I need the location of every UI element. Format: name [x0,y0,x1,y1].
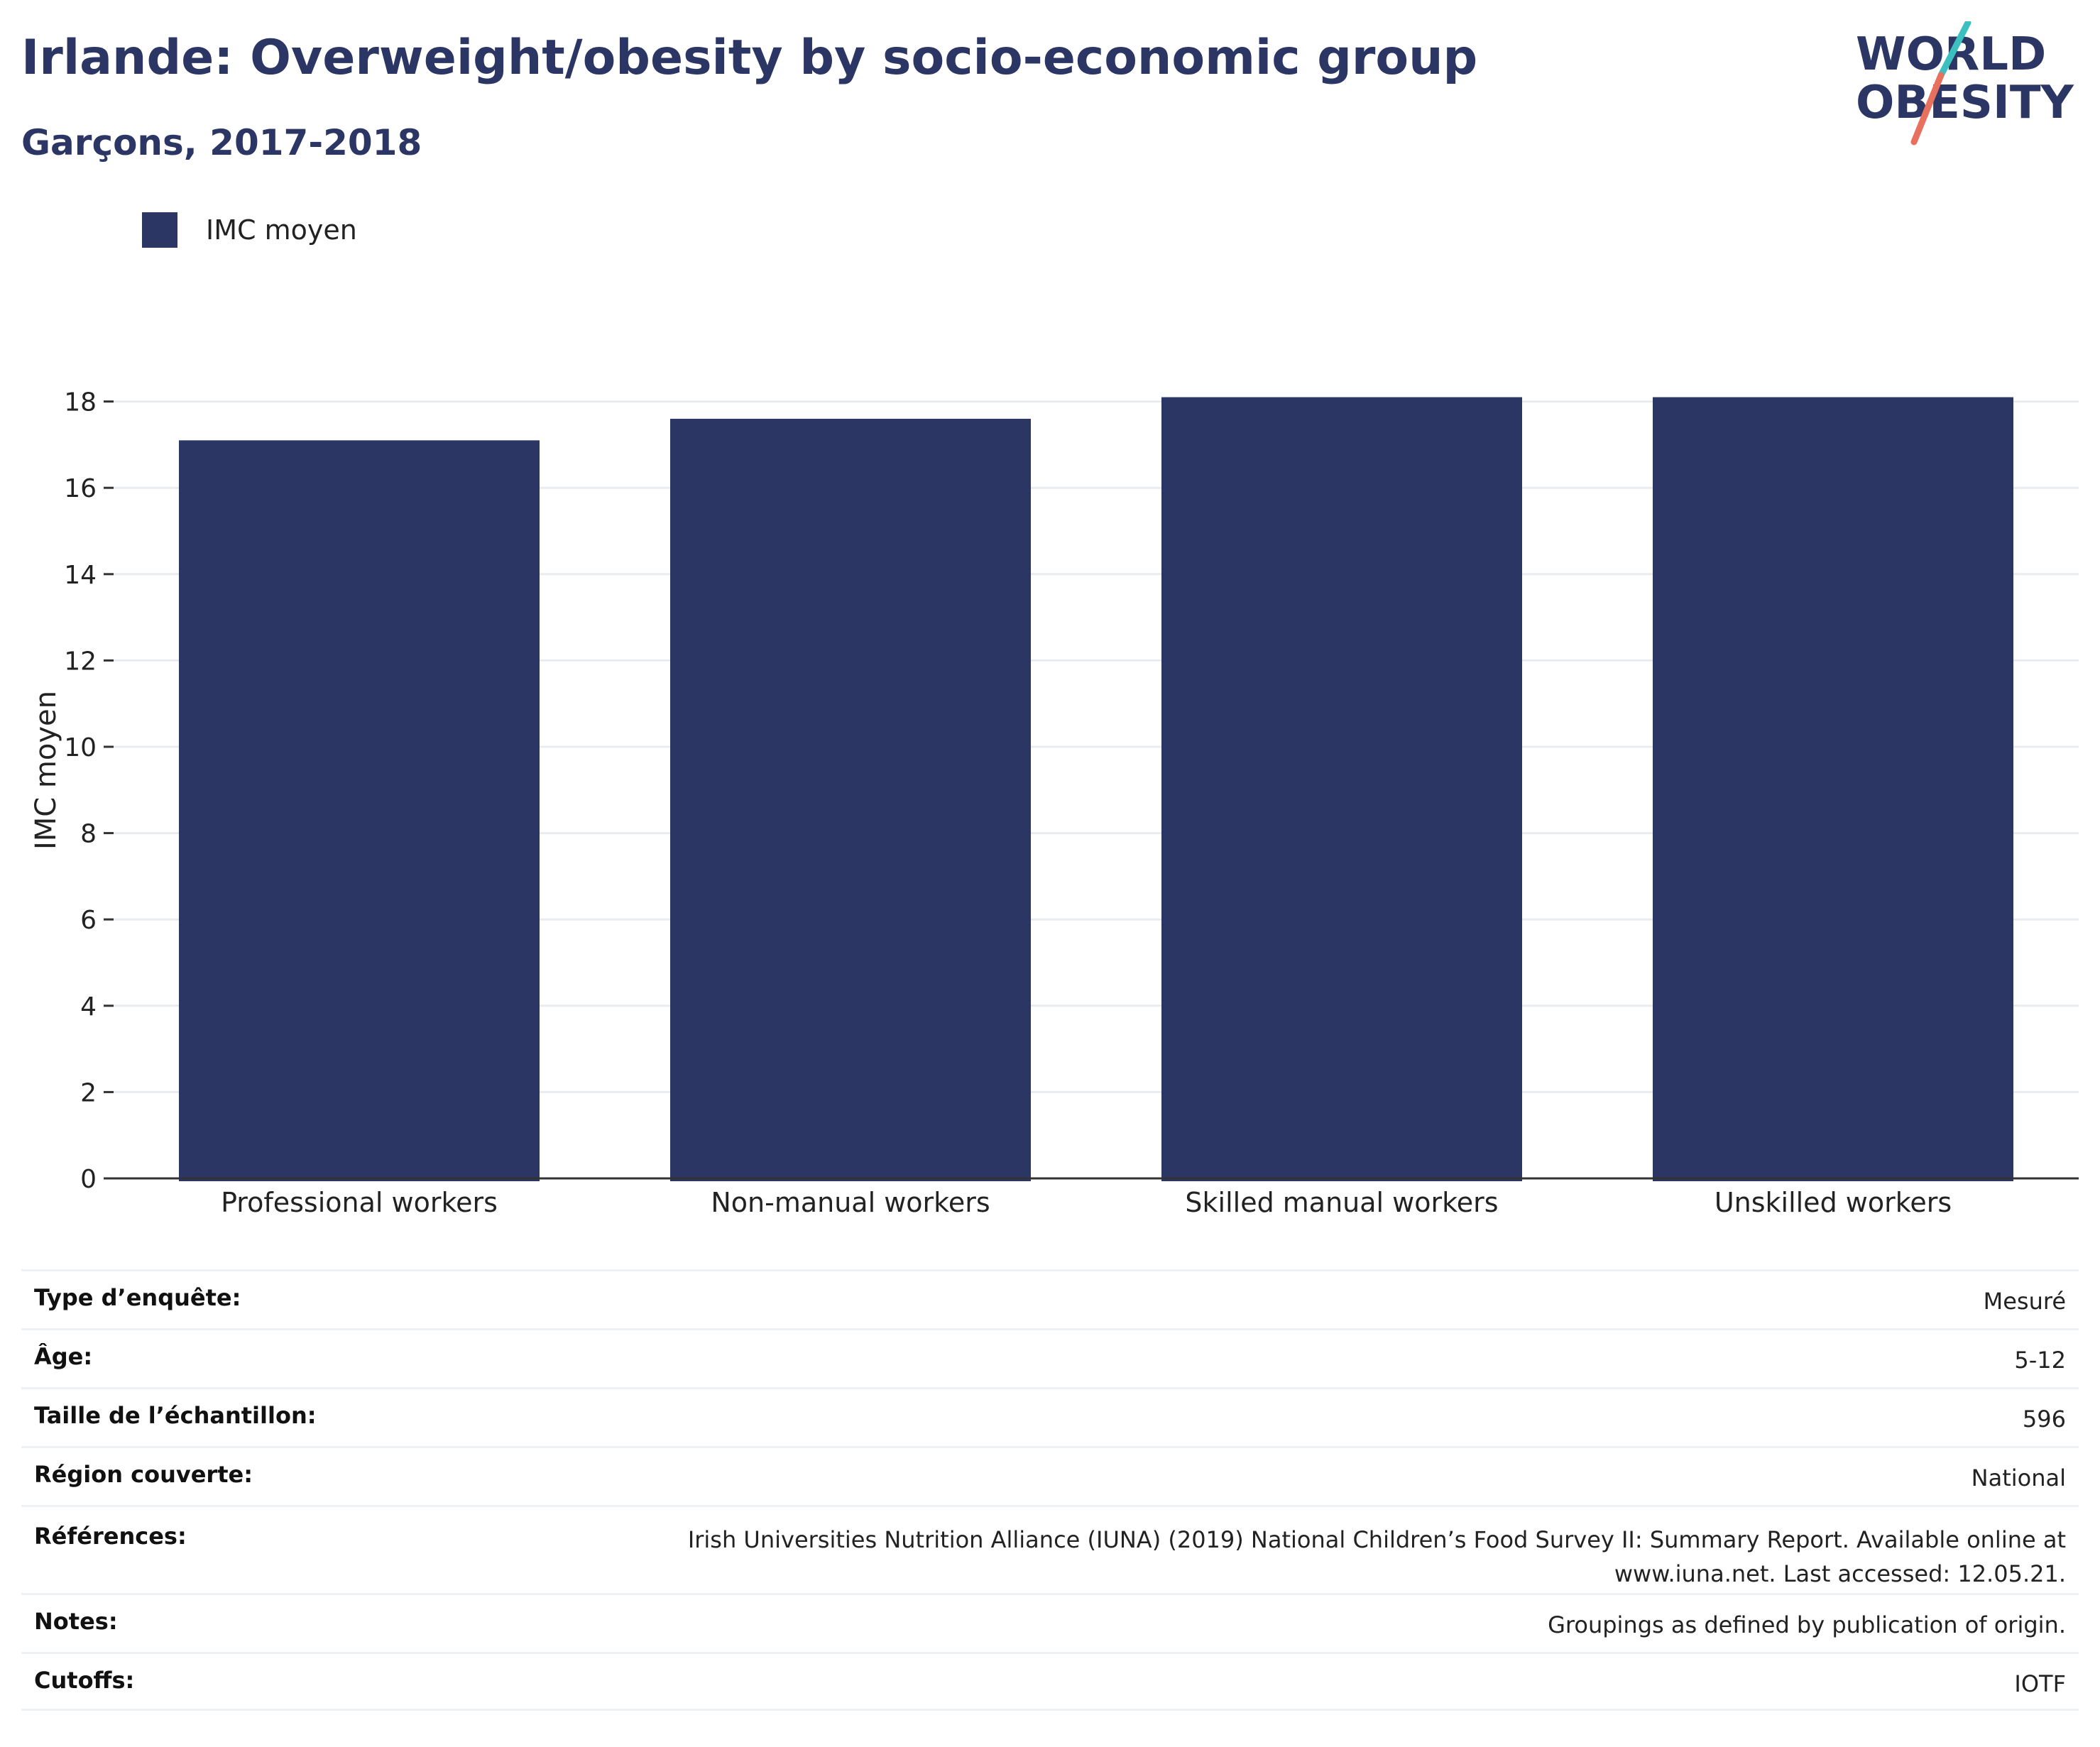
bar [179,440,540,1181]
bar [1161,397,1522,1181]
details-row: Taille de l’échantillon: 596 [21,1387,2079,1446]
details-row: Âge: 5-12 [21,1328,2079,1387]
survey-details-table: Type d’enquête: Mesuré Âge: 5-12 Taille de l… [21,1269,2079,1711]
logo-slash-teal [1937,21,1972,79]
bar [670,418,1031,1182]
y-tick-label: 4 [80,992,97,1022]
details-row: Références: Irish Universities Nutrition … [21,1505,2079,1593]
chart-subtitle: Garçons, 2017-2018 [21,122,422,163]
y-tick-label: 0 [80,1165,97,1194]
logo-slash-coral [1910,72,1945,146]
y-tick-label: 16 [64,474,97,503]
details-value: Irish Universities Nutrition Alliance (I… [687,1526,2066,1587]
chart-title: Irlande: Overweight/obesity by socio-eco… [21,30,1478,86]
details-label: Références: [34,1523,187,1550]
bar-chart: 0 2 4 6 8 10 12 14 16 18 IMC moyen Professional wor… [30,388,2079,1218]
details-label: Cutoffs: [34,1667,135,1694]
legend-label: IMC moyen [206,214,357,246]
details-value: Groupings as defined by publication of o… [1548,1611,2066,1638]
details-row: Cutoffs: IOTF [21,1652,2079,1711]
world-obesity-logo: WORLD OBESITY [1856,21,2074,146]
details-value: 5-12 [2014,1347,2066,1374]
details-label: Notes: [34,1608,118,1635]
chart-legend: IMC moyen [142,212,357,248]
x-tick-label: Non-manual workers [711,1187,990,1218]
y-tick-label: 2 [80,1078,97,1107]
details-row: Type d’enquête: Mesuré [21,1269,2079,1328]
x-tick-label: Skilled manual workers [1185,1187,1498,1218]
details-label: Type d’enquête: [34,1284,241,1311]
details-label: Taille de l’échantillon: [34,1402,317,1429]
details-label: Région couverte: [34,1461,253,1488]
y-tick-label: 18 [64,388,97,417]
logo-line-2: OBESITY [1856,77,2074,129]
y-tick-label: 8 [80,820,97,849]
y-axis-label: IMC moyen [30,691,62,850]
x-tick-label: Professional workers [221,1187,498,1218]
legend-swatch [142,212,177,248]
details-value: IOTF [2014,1670,2066,1697]
details-label: Âge: [34,1343,93,1370]
y-tick-label: 12 [64,647,97,676]
details-value: Mesuré [1983,1288,2066,1315]
y-tick-label: 6 [80,906,97,935]
details-row: Notes: Groupings as defined by publicatio… [21,1593,2079,1652]
details-row: Région couverte: National [21,1446,2079,1505]
bar [1653,397,2013,1181]
details-value: National [1971,1464,2066,1491]
y-tick-label: 10 [64,733,97,762]
x-tick-label: Unskilled workers [1715,1187,1952,1218]
y-tick-label: 14 [64,561,97,590]
details-value: 596 [2022,1406,2066,1433]
